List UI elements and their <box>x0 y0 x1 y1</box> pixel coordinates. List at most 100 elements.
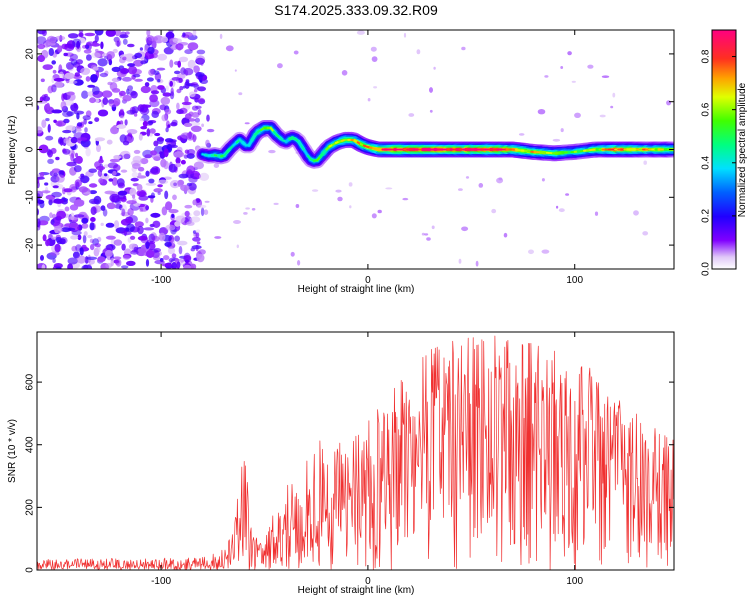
noise-blob <box>120 108 124 113</box>
noise-blob <box>51 191 62 198</box>
colorbar: 0.0 0.2 0.4 0.6 0.8 Normalized spectral ampl… <box>701 29 748 276</box>
noise-speck <box>245 207 250 210</box>
noise-speck <box>371 56 378 62</box>
noise-blob <box>61 93 65 102</box>
noise-blob <box>163 160 169 170</box>
noise-blob <box>184 204 193 209</box>
noise-blob <box>147 195 156 199</box>
noise-blob <box>110 257 115 267</box>
noise-blob <box>177 60 181 68</box>
noise-speck <box>458 258 462 264</box>
noise-blob <box>72 38 82 48</box>
noise-blob <box>126 109 137 115</box>
noise-blob <box>119 134 127 143</box>
noise-blob <box>193 210 201 217</box>
noise-blob <box>196 253 205 263</box>
noise-blob <box>154 132 161 137</box>
spectrogram-x-label: Height of straight line (km) <box>298 284 415 295</box>
noise-blob <box>165 85 169 91</box>
noise-blob <box>53 225 63 234</box>
noise-blob <box>41 119 47 128</box>
noise-speck <box>312 189 319 192</box>
noise-blob <box>140 85 151 94</box>
noise-blob <box>84 127 88 133</box>
noise-blob <box>133 246 138 252</box>
noise-blob <box>41 190 51 194</box>
noise-blob <box>67 257 78 265</box>
noise-blob <box>105 222 115 228</box>
noise-blob <box>113 220 120 229</box>
noise-blob <box>157 191 161 195</box>
noise-blob <box>192 30 197 37</box>
noise-speck <box>537 109 546 115</box>
noise-blob <box>140 60 147 65</box>
y-tick-label: -20 <box>25 237 36 252</box>
noise-blob <box>86 256 98 260</box>
noise-blob <box>121 208 126 217</box>
noise-blob <box>178 173 189 179</box>
noise-blob <box>151 110 159 118</box>
noise-blob <box>169 180 181 189</box>
noise-blob <box>114 30 121 37</box>
noise-blob <box>176 102 180 111</box>
noise-blob <box>144 242 151 246</box>
colorbar-tick-label: 0.0 <box>701 262 712 276</box>
noise-blob <box>186 132 195 141</box>
noise-blob <box>138 172 142 177</box>
noise-speck <box>429 87 433 93</box>
noise-blob <box>196 241 201 245</box>
noise-blob <box>182 32 186 37</box>
spectrogram-y-label: Frequency (Hz) <box>7 116 18 185</box>
noise-blob <box>131 68 142 75</box>
noise-blob <box>195 55 206 64</box>
noise-blob <box>171 253 177 258</box>
noise-blob <box>94 30 104 36</box>
noise-blob <box>63 52 68 57</box>
x-tick-label: 0 <box>365 576 371 587</box>
noise-blob <box>187 59 196 69</box>
noise-blob <box>100 222 104 226</box>
noise-blob <box>70 235 79 240</box>
noise-blob <box>125 31 130 35</box>
x-tick-label: 0 <box>365 275 371 286</box>
noise-speck <box>565 193 570 196</box>
noise-blob <box>63 188 73 193</box>
noise-speck <box>424 233 429 236</box>
noise-blob <box>113 155 122 160</box>
noise-blob <box>121 243 126 251</box>
noise-blob <box>91 52 101 59</box>
noise-blob <box>56 174 65 183</box>
noise-blob <box>193 89 198 93</box>
noise-blob <box>206 114 210 122</box>
noise-speck <box>214 236 222 239</box>
noise-blob <box>73 110 85 115</box>
noise-blob <box>190 125 202 132</box>
noise-speck <box>503 232 508 238</box>
noise-blob <box>70 153 75 162</box>
noise-blob <box>45 239 50 247</box>
noise-blob <box>46 35 56 45</box>
noise-blob <box>86 54 92 61</box>
noise-blob <box>145 259 150 267</box>
noise-blob <box>76 112 80 120</box>
noise-blob <box>82 224 88 228</box>
noise-blob <box>157 179 169 185</box>
noise-blob <box>148 69 155 76</box>
noise-blob <box>94 98 100 103</box>
x-tick-label: 100 <box>566 576 583 587</box>
noise-blob <box>109 158 120 163</box>
noise-speck <box>290 251 295 257</box>
noise-blob <box>137 225 144 235</box>
noise-blob <box>76 137 88 141</box>
noise-blob <box>49 212 53 219</box>
noise-blob <box>147 46 155 55</box>
noise-blob <box>129 187 137 197</box>
noise-speck <box>643 160 647 165</box>
noise-blob <box>169 161 173 171</box>
noise-blob <box>73 199 85 207</box>
noise-blob <box>44 182 49 186</box>
noise-blob <box>164 241 172 247</box>
noise-blob <box>67 33 79 39</box>
snr-x-label: Height of straight line (km) <box>298 585 415 596</box>
noise-blob <box>145 35 155 44</box>
